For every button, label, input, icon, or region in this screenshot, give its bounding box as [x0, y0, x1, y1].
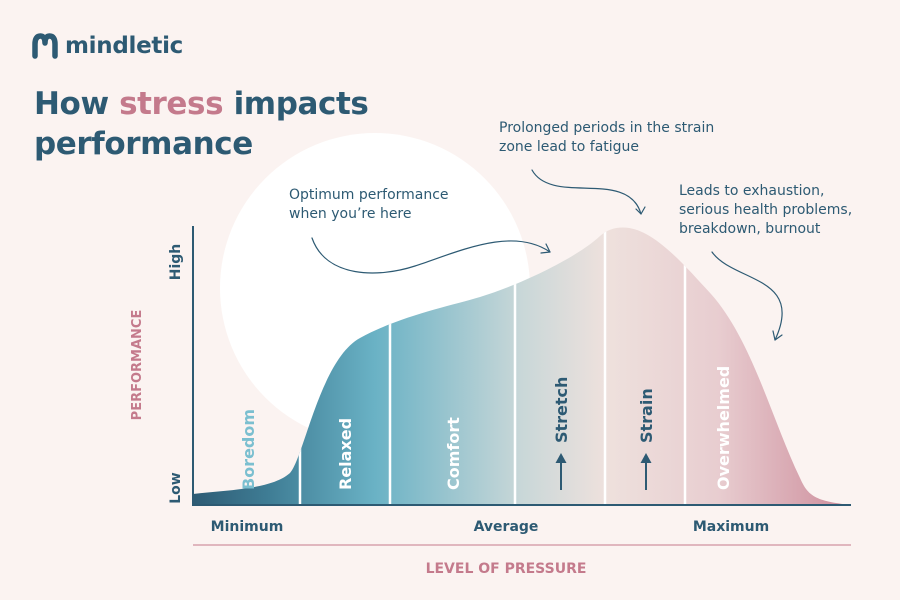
y-axis-label: PERFORMANCE [130, 310, 145, 421]
zone-label-relaxed: Relaxed [336, 418, 355, 490]
arrowhead-icon [540, 243, 551, 254]
x-tick-average: Average [474, 519, 539, 535]
pointer-arrow-strain [531, 169, 642, 215]
zone-dividers [298, 227, 687, 505]
x-tick-minimum: Minimum [211, 519, 284, 535]
performance-curve-area [193, 227, 851, 506]
annotation-optimum: Optimum performance when you’re here [289, 187, 449, 222]
brain-logo-icon [32, 33, 58, 59]
pointer-arrow-exhaustion [711, 251, 783, 341]
pointer-arrow-optimum [311, 237, 551, 274]
zone-label-overwhelmed: Overwhelmed [714, 366, 733, 490]
zone-label-boredom: Boredom [239, 409, 258, 490]
zone-label-stretch: Stretch [552, 377, 571, 443]
up-arrow-icon [640, 453, 652, 490]
page-title: How stress impacts performance [34, 86, 369, 162]
annotation-exhaustion: Leads to exhaustion, serious health prob… [679, 183, 853, 237]
x-tick-maximum: Maximum [693, 519, 769, 535]
title-accent-word: stress [119, 86, 224, 122]
annotation-strain-fatigue: Prolonged periods in the strain zone lea… [499, 120, 715, 155]
y-tick-high: High [168, 244, 184, 281]
zone-label-strain: Strain [637, 388, 656, 443]
y-tick-low: Low [168, 472, 184, 504]
up-arrow-icon [555, 453, 567, 490]
x-axis-label: LEVEL OF PRESSURE [426, 561, 587, 577]
brand-logo[interactable]: mindletic [30, 33, 183, 59]
brand-name: mindletic [65, 33, 183, 59]
zone-label-comfort: Comfort [444, 417, 463, 490]
arrowhead-icon [772, 330, 783, 341]
arrowhead-icon [635, 206, 646, 215]
